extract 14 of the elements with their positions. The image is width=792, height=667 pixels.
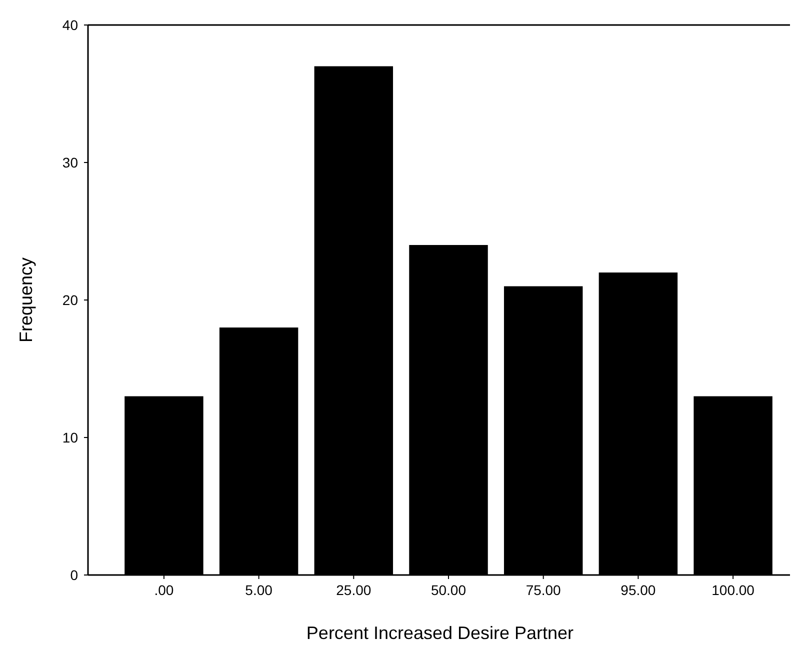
x-tick-label: 75.00 [526,582,562,598]
x-axis-title: Percent Increased Desire Partner [306,623,574,643]
x-tick-label: .00 [154,582,174,598]
y-tick-label: 20 [62,292,78,308]
y-tick-label: 0 [70,566,78,583]
y-tick-label: 30 [62,154,78,170]
x-tick-label: 5.00 [245,582,273,598]
y-axis-title: Frequency [16,257,36,343]
x-tick-label: 95.00 [620,582,656,598]
x-tick-label: 25.00 [336,582,372,598]
y-tick-label: 40 [62,16,78,33]
x-tick-label: 50.00 [430,582,466,598]
y-tick-label: 10 [62,429,78,446]
x-tick-label: 100.00 [712,582,755,598]
